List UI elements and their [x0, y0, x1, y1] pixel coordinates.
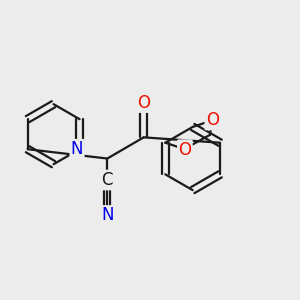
Text: N: N: [101, 206, 114, 224]
Text: O: O: [206, 111, 219, 129]
Text: O: O: [178, 141, 191, 159]
Text: C: C: [102, 171, 113, 189]
Text: N: N: [71, 140, 83, 158]
Text: O: O: [137, 94, 150, 112]
